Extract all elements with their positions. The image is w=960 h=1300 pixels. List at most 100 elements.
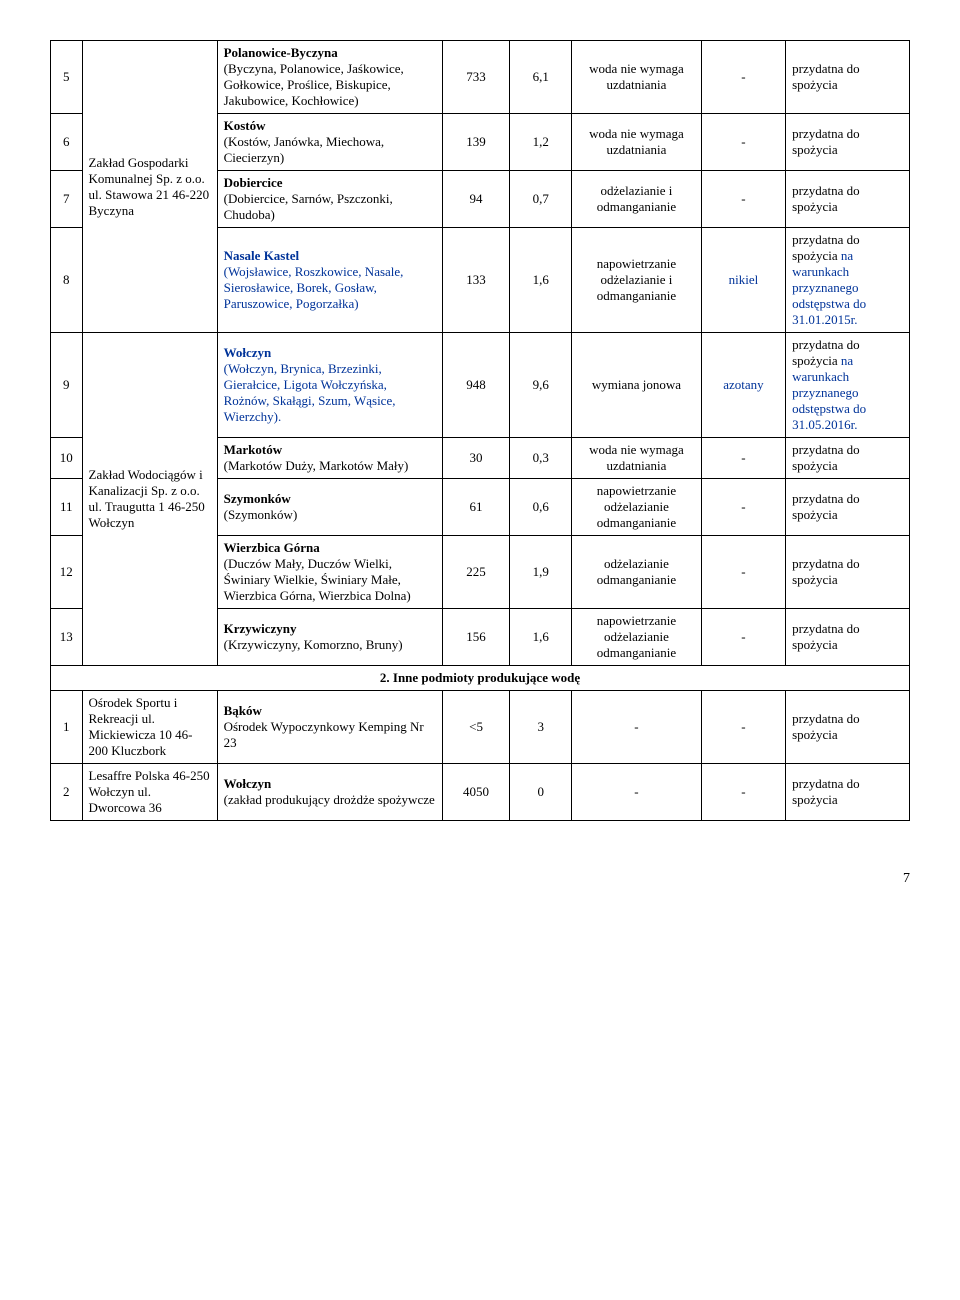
section-header: 2. Inne podmioty produkujące wodę [51, 666, 910, 691]
name-cell: Markotów (Markotów Duży, Markotów Mały) [217, 438, 442, 479]
process-cell: woda nie wymaga uzdatniania [572, 41, 701, 114]
value-1: 948 [442, 333, 510, 438]
additive-cell: - [701, 479, 785, 536]
result-cell: przydatna do spożycia [786, 609, 910, 666]
name-cell: Nasale Kastel (Wojsławice, Roszkowice, N… [217, 228, 442, 333]
row-index: 7 [51, 171, 83, 228]
additive-cell: - [701, 764, 785, 821]
name-sub: Ośrodek Wypoczynkowy Kemping Nr 23 [224, 719, 424, 750]
additive-cell: - [701, 536, 785, 609]
name-cell: Wierzbica Górna (Duczów Mały, Duczów Wie… [217, 536, 442, 609]
row-index: 1 [51, 691, 83, 764]
name-sub: (Wojsławice, Roszkowice, Nasale, Sierosł… [224, 264, 404, 311]
value-2: 1,6 [510, 609, 572, 666]
value-2: 9,6 [510, 333, 572, 438]
table-row: 1 Ośrodek Sportu i Rekreacji ul. Mickiew… [51, 691, 910, 764]
name-sub: (Dobiercice, Sarnów, Pszczonki, Chudoba) [224, 191, 393, 222]
name-main: Wołczyn [224, 776, 272, 791]
name-main: Markotów [224, 442, 283, 457]
name-sub: (Wołczyn, Brynica, Brzezinki, Gierałcice… [224, 361, 396, 424]
result-cell: przydatna do spożycia [786, 114, 910, 171]
name-sub: (Szymonków) [224, 507, 298, 522]
process-cell: napowietrzanie odżelazianie odmanganiani… [572, 609, 701, 666]
name-cell: Bąków Ośrodek Wypoczynkowy Kemping Nr 23 [217, 691, 442, 764]
name-main: Polanowice-Byczyna [224, 45, 338, 60]
name-main: Nasale Kastel [224, 248, 299, 263]
result-cell: przydatna do spożycia [786, 536, 910, 609]
process-cell: odżelazianie odmanganianie [572, 536, 701, 609]
operator-cell: Zakład Wodociągów i Kanalizacji Sp. z o.… [82, 333, 217, 666]
name-main: Bąków [224, 703, 262, 718]
table-row: 9 Zakład Wodociągów i Kanalizacji Sp. z … [51, 333, 910, 438]
row-index: 10 [51, 438, 83, 479]
row-index: 9 [51, 333, 83, 438]
process-cell: woda nie wymaga uzdatniania [572, 438, 701, 479]
value-1: 733 [442, 41, 510, 114]
name-sub: (Byczyna, Polanowice, Jaśkowice, Gołkowi… [224, 61, 404, 108]
value-2: 0,3 [510, 438, 572, 479]
value-1: 225 [442, 536, 510, 609]
operator-cell: Lesaffre Polska 46-250 Wołczyn ul. Dworc… [82, 764, 217, 821]
row-index: 5 [51, 41, 83, 114]
name-main: Wołczyn [224, 345, 272, 360]
value-1: <5 [442, 691, 510, 764]
additive-cell: - [701, 438, 785, 479]
result-cell: przydatna do spożycia na warunkach przyz… [786, 333, 910, 438]
process-cell: napowietrzanie odżelazianie odmanganiani… [572, 479, 701, 536]
row-index: 6 [51, 114, 83, 171]
row-index: 12 [51, 536, 83, 609]
result-cell: przydatna do spożycia [786, 171, 910, 228]
name-cell: Wołczyn (Wołczyn, Brynica, Brzezinki, Gi… [217, 333, 442, 438]
name-main: Wierzbica Górna [224, 540, 320, 555]
name-cell: Kostów (Kostów, Janówka, Miechowa, Cieci… [217, 114, 442, 171]
operator-cell: Ośrodek Sportu i Rekreacji ul. Mickiewic… [82, 691, 217, 764]
value-2: 1,9 [510, 536, 572, 609]
row-index: 8 [51, 228, 83, 333]
result-cell: przydatna do spożycia [786, 479, 910, 536]
row-index: 13 [51, 609, 83, 666]
operator-cell: Zakład Gospodarki Komunalnej Sp. z o.o. … [82, 41, 217, 333]
result-cell: przydatna do spożycia [786, 764, 910, 821]
process-cell: woda nie wymaga uzdatniania [572, 114, 701, 171]
value-2: 1,6 [510, 228, 572, 333]
table-row: 5 Zakład Gospodarki Komunalnej Sp. z o.o… [51, 41, 910, 114]
name-sub: (Krzywiczyny, Komorzno, Bruny) [224, 637, 403, 652]
section-header-row: 2. Inne podmioty produkujące wodę [51, 666, 910, 691]
name-main: Kostów [224, 118, 266, 133]
result-cell: przydatna do spożycia [786, 438, 910, 479]
additive-cell: azotany [701, 333, 785, 438]
value-2: 0 [510, 764, 572, 821]
value-1: 156 [442, 609, 510, 666]
process-cell: odżelazianie i odmanganianie [572, 171, 701, 228]
name-sub: (Duczów Mały, Duczów Wielki, Świniary Wi… [224, 556, 411, 603]
additive-cell: - [701, 114, 785, 171]
additive-cell: - [701, 691, 785, 764]
additive-cell: - [701, 609, 785, 666]
additive-cell: - [701, 41, 785, 114]
value-1: 133 [442, 228, 510, 333]
name-cell: Krzywiczyny (Krzywiczyny, Komorzno, Brun… [217, 609, 442, 666]
name-cell: Szymonków (Szymonków) [217, 479, 442, 536]
value-1: 94 [442, 171, 510, 228]
value-2: 6,1 [510, 41, 572, 114]
name-sub: (zakład produkujący drożdże spożywcze [224, 792, 435, 807]
page-number: 7 [50, 871, 910, 887]
name-sub: (Markotów Duży, Markotów Mały) [224, 458, 409, 473]
process-cell: - [572, 691, 701, 764]
name-sub: (Kostów, Janówka, Miechowa, Ciecierzyn) [224, 134, 385, 165]
value-2: 1,2 [510, 114, 572, 171]
name-cell: Polanowice-Byczyna (Byczyna, Polanowice,… [217, 41, 442, 114]
value-1: 30 [442, 438, 510, 479]
name-main: Krzywiczyny [224, 621, 297, 636]
name-cell: Dobiercice (Dobiercice, Sarnów, Pszczonk… [217, 171, 442, 228]
result-cell: przydatna do spożycia na warunkach przyz… [786, 228, 910, 333]
value-2: 0,6 [510, 479, 572, 536]
value-1: 139 [442, 114, 510, 171]
value-1: 4050 [442, 764, 510, 821]
process-cell: - [572, 764, 701, 821]
table-row: 2 Lesaffre Polska 46-250 Wołczyn ul. Dwo… [51, 764, 910, 821]
name-main: Dobiercice [224, 175, 283, 190]
row-index: 2 [51, 764, 83, 821]
main-table: 5 Zakład Gospodarki Komunalnej Sp. z o.o… [50, 40, 910, 821]
value-2: 3 [510, 691, 572, 764]
